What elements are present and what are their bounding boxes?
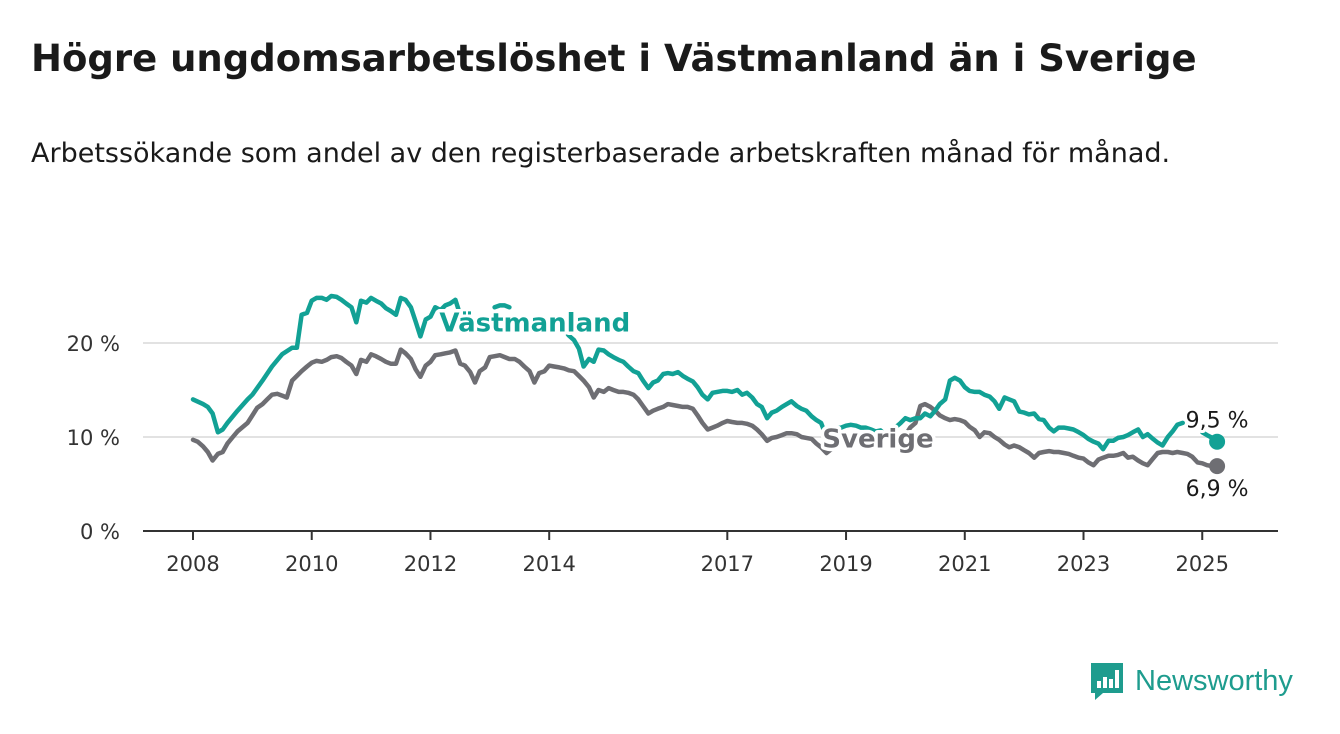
x-tick-label: 2014 (522, 552, 575, 576)
chart-title: Högre ungdomsarbetslöshet i Västmanland … (31, 37, 1197, 80)
gridlines: 0 % 10 % 20 % (67, 332, 1278, 544)
chart-subtitle: Arbetssökande som andel av den registerb… (31, 138, 1171, 169)
x-tick-label: 2017 (701, 552, 754, 576)
series-end-label: 9,5 % (1186, 409, 1249, 434)
x-tick-label: 2012 (404, 552, 457, 576)
x-tick-label: 2021 (938, 552, 991, 576)
x-tick-label: 2019 (819, 552, 872, 576)
series-line-västmanland (190, 293, 1220, 452)
brand-name: Newsworthy (1135, 664, 1293, 697)
x-tick-label: 2010 (285, 552, 338, 576)
x-axis: 2008 2010 2012 2014 2017 2019 2021 2023 2025 (143, 530, 1278, 576)
y-tick-label: 20 % (67, 332, 120, 356)
x-tick-label: 2008 (166, 552, 219, 576)
y-tick-label: 10 % (67, 426, 120, 450)
y-tick-label: 0 % (80, 520, 120, 544)
newsworthy-logo-icon (1091, 663, 1123, 700)
series-name-label: Västmanland (439, 309, 630, 339)
x-tick-label: 2023 (1057, 552, 1110, 576)
newsworthy-logo: Newsworthy (1089, 661, 1293, 701)
series-end-label: 6,9 % (1186, 477, 1249, 502)
labels: Västmanland Sverige 9,5 % 6,9 % (436, 305, 1252, 505)
series-name-label: Sverige (822, 424, 933, 454)
series-end-point (1209, 458, 1226, 475)
x-tick-label: 2025 (1176, 552, 1229, 576)
series-lines (190, 293, 1226, 475)
series-end-point (1209, 433, 1226, 450)
series-line-sverige (190, 347, 1220, 469)
